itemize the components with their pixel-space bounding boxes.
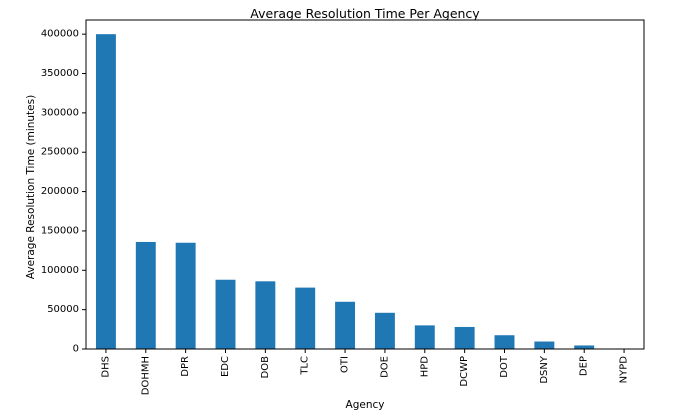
y-tick-label: 250000 <box>41 147 79 158</box>
bar-dohmh <box>135 241 156 349</box>
bar-tlc <box>295 287 316 349</box>
x-tick-label: DEP <box>579 356 590 376</box>
chart-title: Average Resolution Time Per Agency <box>250 6 480 21</box>
x-tick-label: DOT <box>499 355 510 378</box>
y-axis: 0 50000 100000 150000 200000 250000 300000 3500… <box>41 29 86 355</box>
x-tick-label: NYPD <box>619 356 630 384</box>
bar-dhs <box>95 34 116 350</box>
x-tick-label: DOE <box>379 356 390 378</box>
x-tick-label: EDC <box>220 356 231 377</box>
bar-dob <box>255 281 276 349</box>
x-tick-label: DOB <box>260 356 271 379</box>
x-tick-label: DHS <box>100 356 111 378</box>
bar-doe <box>374 312 395 349</box>
y-tick-label: 200000 <box>41 186 79 197</box>
bar-dcwp <box>454 326 475 349</box>
bar-edc <box>215 279 236 349</box>
y-tick-label: 0 <box>73 344 79 355</box>
bar-dsny <box>534 341 555 349</box>
x-tick-label: HPD <box>419 356 430 378</box>
x-axis: DHS DOHMH DPR EDC DOB TLC OTI DOE HPD DCWP DOT DSNY… <box>100 349 630 395</box>
bars-group <box>95 34 635 350</box>
y-tick-label: 350000 <box>41 68 79 79</box>
y-tick-label: 50000 <box>47 304 79 315</box>
y-tick-label: 100000 <box>41 265 79 276</box>
bar-dpr <box>175 242 196 349</box>
x-tick-label: DSNY <box>539 355 550 384</box>
y-tick-label: 300000 <box>41 107 79 118</box>
x-tick-label: DCWP <box>459 356 470 387</box>
bar-oti <box>335 301 356 349</box>
bar-hpd <box>414 325 435 349</box>
y-tick-label: 400000 <box>41 29 79 40</box>
x-tick-label: DPR <box>180 356 191 377</box>
x-axis-label: Agency <box>346 399 385 411</box>
y-axis-label: Average Resolution Time (minutes) <box>25 95 37 279</box>
x-tick-label: DOHMH <box>140 356 151 395</box>
x-tick-label: TLC <box>300 356 311 376</box>
bar-dot <box>494 335 515 349</box>
plot-frame <box>85 19 645 350</box>
x-tick-label: OTI <box>340 356 351 373</box>
bar-dep <box>574 345 595 349</box>
y-tick-label: 150000 <box>41 225 79 236</box>
